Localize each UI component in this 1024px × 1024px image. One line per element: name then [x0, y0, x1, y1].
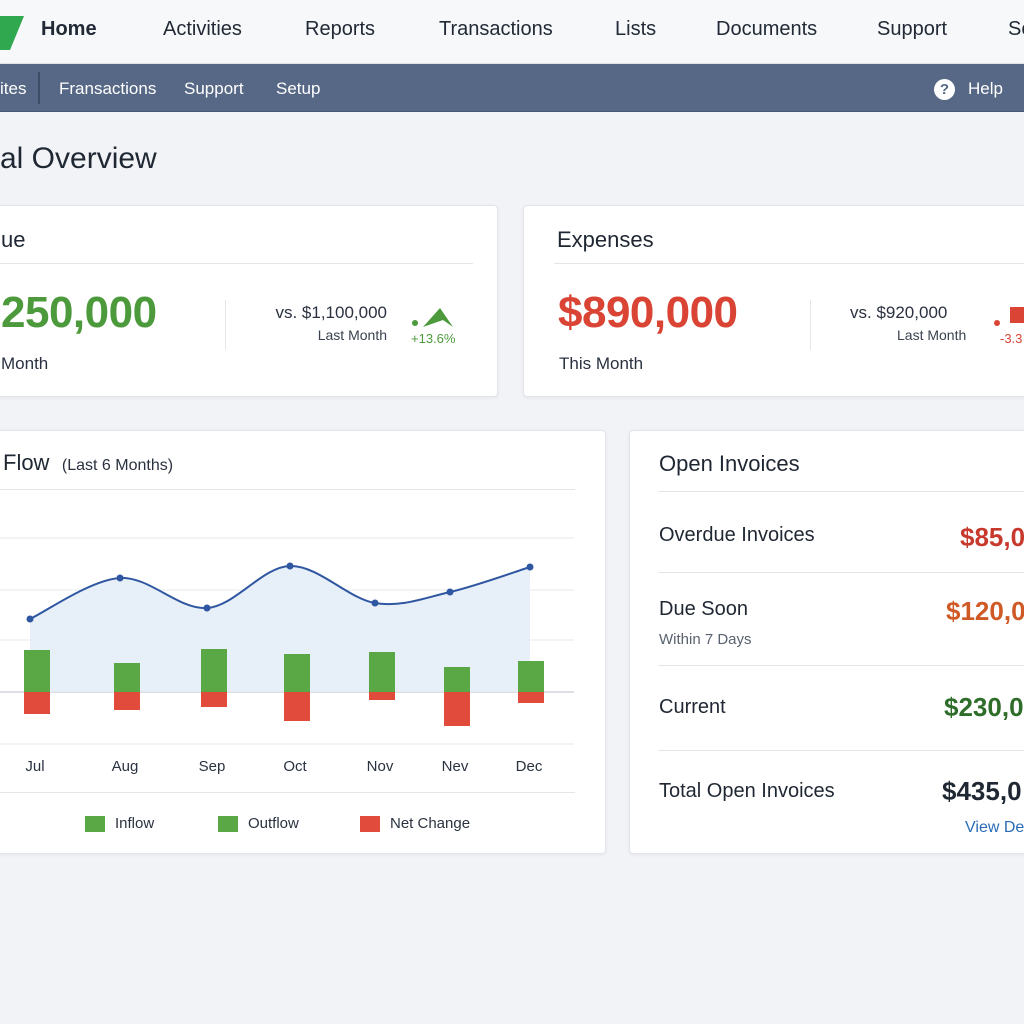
- legend-swatch-net-change: [360, 815, 380, 832]
- invoice-row-label: Overdue Invoices: [659, 524, 815, 546]
- help-button[interactable]: ? Help: [934, 78, 1003, 100]
- row-divider: [658, 572, 1024, 573]
- open-invoices-card: Open Invoices Overdue Invoices $85,0 Due…: [629, 430, 1024, 854]
- cashflow-title-row: Flow (Last 6 Months): [3, 450, 173, 476]
- invoice-row-amount: $120,0: [946, 596, 1024, 626]
- nav-lists[interactable]: Lists: [615, 18, 657, 40]
- row-divider: [658, 665, 1024, 666]
- expenses-card-title: Expenses: [557, 227, 654, 252]
- subnav-transactions[interactable]: Fransactions: [59, 79, 157, 98]
- expenses-comparison: vs. $920,000: [850, 303, 948, 322]
- revenue-period: Month: [1, 354, 49, 373]
- subnav-sites[interactable]: ites: [0, 79, 27, 98]
- revenue-card: ue 250,000 Month vs. $1,100,000 Last Mon…: [0, 205, 498, 397]
- legend-inflow[interactable]: Inflow: [85, 815, 154, 832]
- revenue-value: 250,000: [1, 288, 157, 337]
- subnav-setup[interactable]: Setup: [276, 79, 321, 98]
- card-divider: [0, 263, 473, 264]
- invoice-total-amount: $435,0: [942, 776, 1022, 806]
- legend-label-outflow: Outflow: [248, 815, 299, 832]
- cashflow-title: Flow: [3, 450, 50, 475]
- subnav-support[interactable]: Support: [184, 79, 244, 98]
- cashflow-card: Flow (Last 6 Months): [0, 430, 606, 854]
- help-question-icon: ?: [934, 78, 955, 100]
- card-divider: [658, 491, 1024, 492]
- card-divider: [0, 489, 575, 490]
- nav-home[interactable]: Home: [41, 18, 97, 40]
- view-details-link[interactable]: View De: [965, 819, 1024, 836]
- nav-documents[interactable]: Documents: [716, 18, 818, 40]
- trend-dot: [994, 320, 1000, 326]
- kpi-divider: [810, 300, 811, 350]
- legend-net-change[interactable]: Net Change: [360, 815, 470, 832]
- card-divider: [0, 792, 575, 793]
- help-label: Help: [968, 79, 1003, 98]
- nav-settings-truncated[interactable]: Se: [1008, 18, 1024, 40]
- revenue-change: +13.6%: [411, 331, 456, 346]
- expenses-card: Expenses $890,000 This Month vs. $920,00…: [523, 205, 1024, 397]
- app-logo-icon[interactable]: [0, 16, 24, 50]
- nav-reports[interactable]: Reports: [305, 18, 376, 40]
- row-divider: [658, 750, 1024, 751]
- legend-label-net-change: Net Change: [390, 815, 471, 832]
- expenses-period: This Month: [559, 354, 644, 373]
- expenses-comparison-period: Last Month: [897, 327, 967, 343]
- legend-swatch-outflow: [218, 815, 238, 832]
- invoice-total-label: Total Open Invoices: [659, 780, 835, 802]
- kpi-divider: [225, 300, 226, 350]
- trend-down-icon: [1010, 307, 1024, 323]
- nav-activities[interactable]: Activities: [163, 18, 242, 40]
- expenses-change: -3.3: [1000, 331, 1023, 346]
- nav-support[interactable]: Support: [877, 18, 948, 40]
- card-divider: [554, 263, 1024, 264]
- trend-up-icon: [423, 308, 453, 327]
- nav-transactions[interactable]: Transactions: [439, 18, 553, 40]
- revenue-card-title: ue: [1, 227, 26, 252]
- subnav-divider: [38, 72, 40, 104]
- invoice-row-label: Due Soon: [659, 598, 748, 620]
- open-invoices-title: Open Invoices: [659, 451, 800, 476]
- trend-dot: [412, 320, 418, 326]
- legend-outflow[interactable]: Outflow: [218, 815, 299, 832]
- legend-label-inflow: Inflow: [115, 815, 155, 832]
- page-title: al Overview: [0, 142, 157, 175]
- invoice-row-amount: $85,0: [960, 522, 1024, 552]
- cashflow-subtitle: (Last 6 Months): [61, 457, 174, 474]
- expenses-value: $890,000: [558, 288, 738, 337]
- secondary-navigation: ites Fransactions Support Setup: [0, 64, 1024, 112]
- invoice-row-amount: $230,0: [944, 692, 1024, 722]
- revenue-comparison: vs. $1,100,000: [275, 303, 387, 322]
- invoice-row-sublabel: Within 7 Days: [659, 631, 752, 648]
- revenue-comparison-period: Last Month: [317, 327, 387, 343]
- top-navigation: Home Activities Reports Transactions Lis…: [0, 0, 1024, 64]
- invoice-row-label: Current: [659, 696, 726, 718]
- legend-swatch-inflow: [85, 815, 105, 832]
